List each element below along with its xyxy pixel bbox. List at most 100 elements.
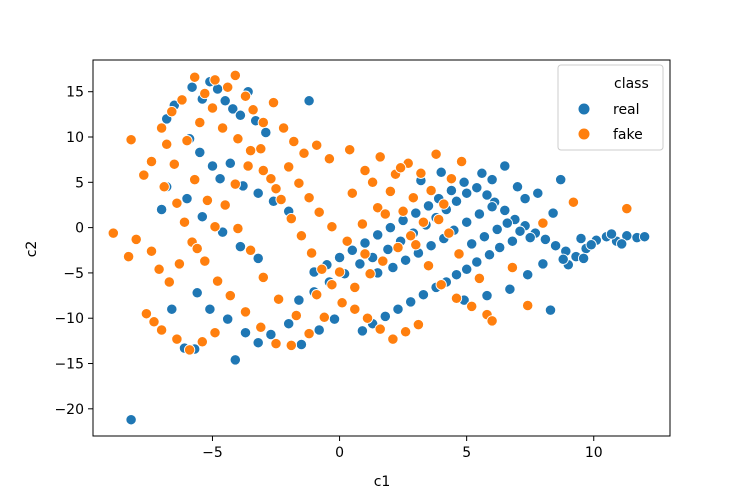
data-point-real [417, 289, 430, 301]
data-point-fake [407, 192, 419, 204]
data-point-real [519, 192, 531, 205]
data-point-real [450, 195, 463, 207]
data-point-real [532, 187, 544, 199]
data-point-real [466, 238, 478, 250]
data-point-real [346, 244, 358, 256]
data-point-fake [303, 327, 315, 340]
data-point-fake [267, 96, 280, 109]
data-point-fake [435, 279, 447, 291]
data-point-fake [346, 187, 358, 199]
data-point-fake [443, 227, 455, 239]
data-point-real [252, 252, 264, 265]
data-point-fake [255, 143, 267, 155]
data-point-fake [189, 71, 201, 83]
data-point-real [387, 261, 399, 274]
data-point-real [224, 157, 236, 169]
data-point-real [219, 95, 231, 107]
data-point-fake [323, 153, 336, 165]
data-point-real [471, 182, 483, 194]
data-point-fake [153, 263, 165, 275]
y-tick-label: 5 [75, 175, 84, 191]
data-point-fake [277, 122, 290, 134]
data-point-fake [333, 266, 346, 278]
data-point-fake [209, 74, 221, 86]
data-point-fake [178, 216, 191, 228]
data-point-fake [181, 134, 193, 147]
legend-marker-real [577, 102, 591, 116]
data-point-real [186, 81, 198, 93]
data-point-fake [275, 193, 287, 206]
y-axis-label: c2 [24, 241, 40, 258]
data-point-real [191, 287, 203, 299]
data-point-fake [229, 178, 241, 190]
data-point-fake [183, 344, 196, 356]
data-point-real [511, 181, 524, 193]
data-point-real [260, 126, 272, 139]
data-point-fake [366, 176, 379, 188]
data-point-fake [206, 102, 219, 114]
data-point-real [328, 313, 341, 325]
data-point-real [478, 231, 491, 243]
data-point-real [476, 167, 488, 179]
data-point-fake [242, 160, 254, 172]
data-point-fake [298, 147, 310, 159]
data-point-real [499, 160, 511, 172]
data-point-fake [374, 151, 386, 163]
data-point-fake [107, 227, 119, 239]
data-point-fake [293, 177, 305, 189]
data-point-real [216, 226, 229, 238]
data-point-fake [283, 161, 295, 173]
data-point-fake [415, 167, 427, 179]
data-point-real [166, 303, 178, 315]
data-point-real [450, 269, 463, 281]
data-point-real [555, 173, 567, 186]
data-point-fake [486, 315, 498, 327]
data-point-fake [506, 261, 519, 274]
data-point-fake [209, 221, 221, 233]
legend-marker-fake [577, 127, 591, 141]
data-point-fake [445, 173, 458, 185]
data-point-fake [433, 213, 445, 226]
data-point-fake [372, 202, 384, 214]
data-point-real [125, 414, 137, 426]
data-point-fake [410, 239, 422, 251]
data-point-fake [285, 339, 297, 352]
data-point-fake [216, 122, 229, 134]
data-point-real [461, 263, 473, 275]
data-point-fake [148, 316, 160, 328]
data-point-real [483, 249, 496, 261]
data-point-fake [522, 299, 534, 312]
data-point-real [506, 235, 519, 247]
data-point-real [222, 313, 234, 325]
data-point-real [557, 253, 569, 265]
data-point-real [384, 221, 397, 234]
data-point-real [229, 354, 241, 366]
data-point-real [504, 283, 516, 295]
axes: −5 0 5 10 −20 −15 −10 −5 0 5 10 15 [54, 59, 671, 461]
data-point-fake [311, 289, 323, 301]
data-point-fake [392, 241, 404, 254]
data-point-real [181, 192, 193, 205]
data-point-fake [125, 134, 137, 146]
legend-label-fake: fake [613, 127, 643, 143]
data-point-fake [272, 293, 285, 305]
data-point-fake [155, 324, 168, 336]
data-point-fake [290, 309, 302, 322]
data-point-fake [417, 216, 430, 228]
data-point-fake [361, 312, 374, 324]
data-point-fake [209, 327, 221, 339]
data-point-fake [455, 155, 468, 168]
y-tick-label: −20 [54, 402, 84, 418]
data-point-real [522, 269, 534, 281]
data-point-real [481, 289, 493, 302]
data-point-fake [140, 308, 153, 320]
data-point-real [539, 233, 552, 246]
data-point-fake [173, 258, 186, 270]
data-point-fake [379, 208, 391, 220]
data-point-fake [224, 289, 236, 302]
data-point-fake [122, 250, 135, 263]
data-point-fake [303, 192, 315, 204]
data-point-fake [171, 333, 183, 345]
data-point-fake [232, 222, 244, 235]
data-point-fake [199, 87, 211, 100]
